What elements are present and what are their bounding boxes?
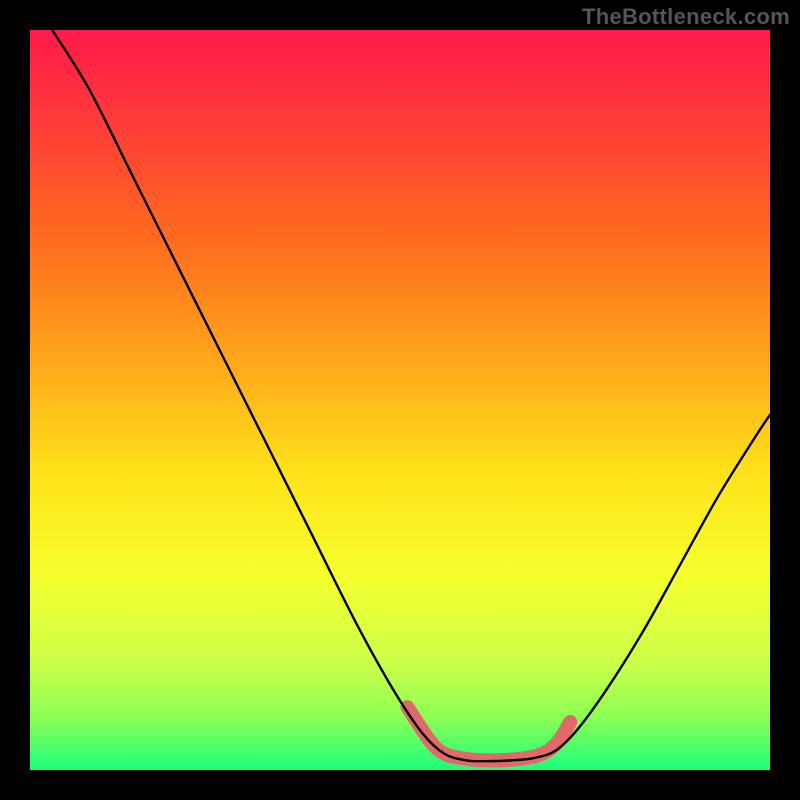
watermark-text: TheBottleneck.com [582,4,790,30]
plot-background [30,30,770,770]
bottleneck-chart [0,0,800,800]
chart-stage: TheBottleneck.com [0,0,800,800]
